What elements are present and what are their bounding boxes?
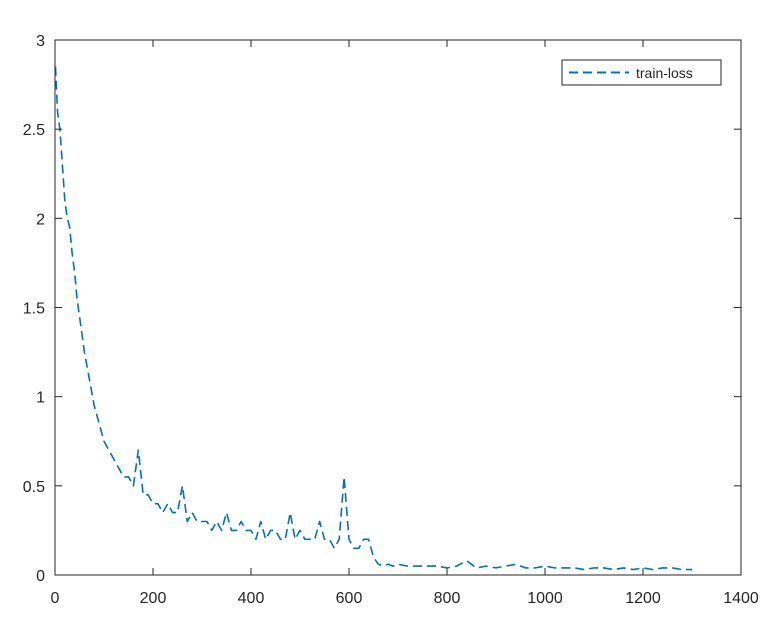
y-tick-label: 0 <box>36 568 45 585</box>
y-tick-label: 2 <box>36 211 45 228</box>
y-tick-label: 3 <box>36 33 45 50</box>
x-tick-label: 200 <box>140 590 167 607</box>
x-tick-label: 1200 <box>625 590 661 607</box>
y-axis-ticks: 0 0.5 1 1.5 2 2.5 3 <box>23 33 741 585</box>
x-tick-label: 1000 <box>527 590 563 607</box>
x-axis-ticks: 0 200 400 600 800 1000 1200 1400 <box>51 40 759 607</box>
y-tick-label: 1 <box>36 390 45 407</box>
legend-label-train-loss: train-loss <box>636 65 693 81</box>
y-tick-label: 1.5 <box>23 301 45 318</box>
y-tick-label: 2.5 <box>23 122 45 139</box>
x-tick-label: 800 <box>434 590 461 607</box>
x-tick-label: 600 <box>336 590 363 607</box>
y-tick-label: 0.5 <box>23 479 45 496</box>
series-line-train-loss <box>54 66 692 571</box>
x-tick-label: 400 <box>238 590 265 607</box>
legend: train-loss <box>561 59 722 86</box>
x-tick-label: 1400 <box>723 590 759 607</box>
x-tick-label: 0 <box>51 590 60 607</box>
plot-area <box>54 66 692 571</box>
